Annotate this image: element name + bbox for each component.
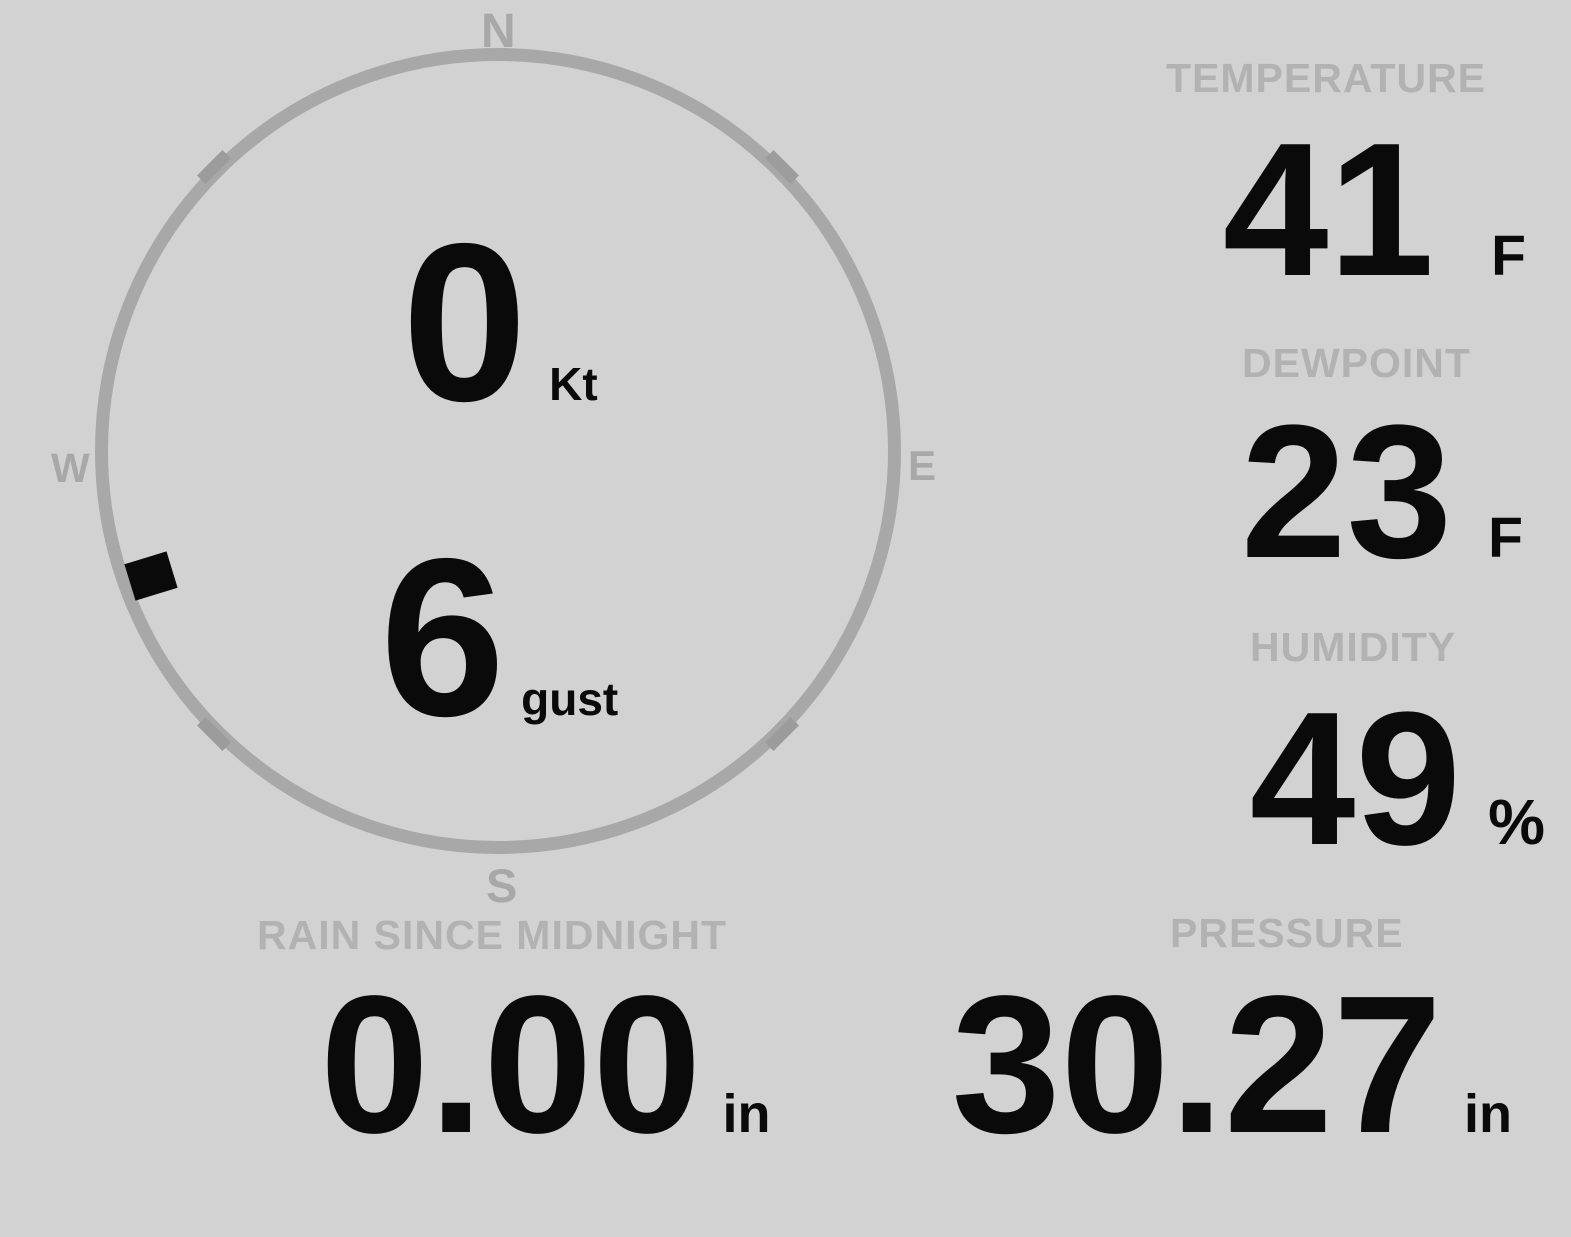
temperature-label: TEMPERATURE <box>1166 55 1487 101</box>
humidity-label: HUMIDITY <box>1250 624 1457 670</box>
dewpoint-readout: 23 F <box>1241 397 1523 587</box>
dewpoint-label: DEWPOINT <box>1242 340 1471 386</box>
compass-label-south: S <box>486 859 518 912</box>
pressure-value: 30.27 <box>951 955 1442 1174</box>
compass-label-north: N <box>481 5 516 58</box>
wind-speed-readout: 0 Kt <box>402 210 598 435</box>
rain-value: 0.00 <box>320 955 702 1174</box>
rain-readout: 0.00 in <box>320 967 770 1163</box>
compass-label-west: W <box>51 445 90 491</box>
humidity-readout: 49 % <box>1250 684 1545 874</box>
wind-gust-value: 6 <box>380 511 506 763</box>
compass-label-east: E <box>908 442 937 489</box>
temperature-value: 41 <box>1222 104 1435 316</box>
wind-gust-unit: gust <box>521 673 619 725</box>
temperature-readout: 41 F <box>1223 115 1526 305</box>
humidity-unit: % <box>1488 786 1545 858</box>
rain-label: RAIN SINCE MIDNIGHT <box>257 912 727 958</box>
wind-speed-unit: Kt <box>549 358 598 410</box>
rain-unit: in <box>722 1084 771 1144</box>
dewpoint-value: 23 <box>1240 386 1453 598</box>
temperature-unit: F <box>1491 224 1526 288</box>
wind-gust-readout: 6 gust <box>380 525 618 750</box>
wind-speed-value: 0 <box>402 196 528 448</box>
pressure-unit: in <box>1464 1084 1512 1144</box>
pressure-label: PRESSURE <box>1170 910 1404 956</box>
humidity-value: 49 <box>1249 673 1462 885</box>
pressure-readout: 30.27 in <box>952 967 1512 1163</box>
dewpoint-unit: F <box>1488 506 1523 570</box>
